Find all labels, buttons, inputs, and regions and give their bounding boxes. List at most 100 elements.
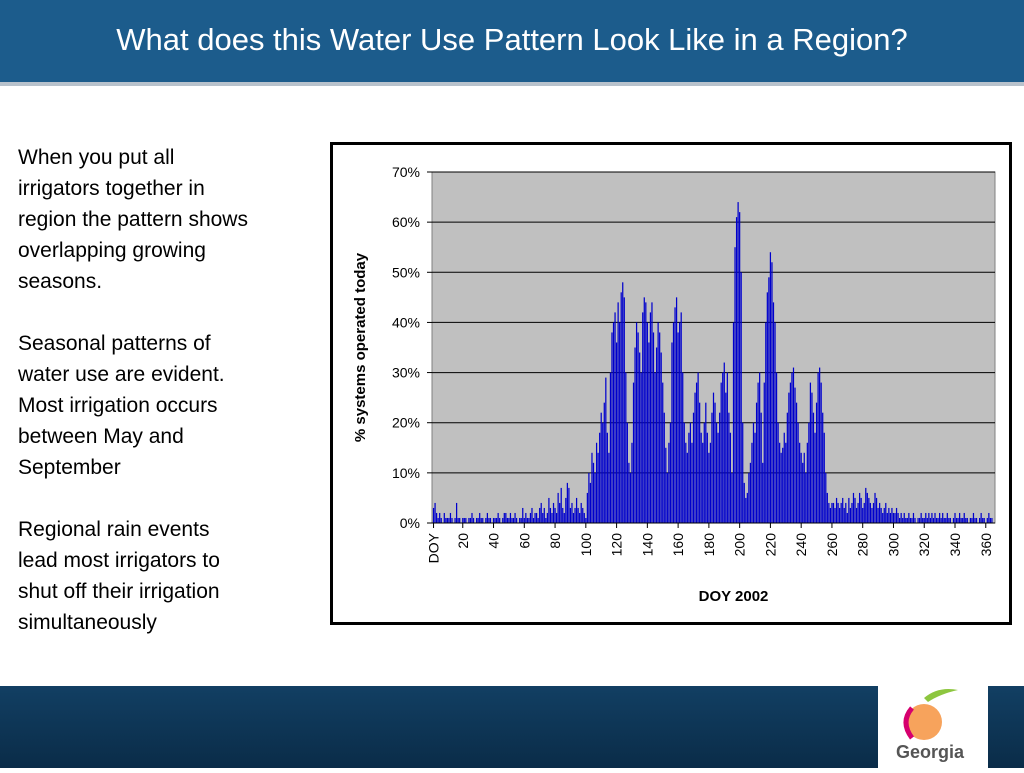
bar xyxy=(695,382,698,523)
bar xyxy=(794,387,796,523)
bar xyxy=(831,502,833,523)
bar xyxy=(845,502,847,523)
bar xyxy=(894,512,896,523)
bar xyxy=(877,507,879,523)
bar xyxy=(786,412,788,523)
bar xyxy=(935,517,938,523)
bar xyxy=(462,517,464,523)
bar xyxy=(886,512,888,523)
bar xyxy=(805,472,807,523)
bar xyxy=(579,512,581,523)
bar xyxy=(694,392,696,523)
bar xyxy=(585,517,587,523)
bar xyxy=(883,507,885,523)
logo-leaf xyxy=(924,689,958,702)
bar xyxy=(897,512,899,523)
bar xyxy=(643,297,645,523)
bar xyxy=(652,332,655,523)
bar xyxy=(988,512,990,523)
bar xyxy=(649,312,652,523)
bar xyxy=(874,492,876,523)
bar xyxy=(765,322,767,523)
bar xyxy=(840,502,842,523)
y-tick-label: 50% xyxy=(392,264,420,280)
bar xyxy=(605,377,607,523)
bar xyxy=(755,402,758,523)
x-tick-label: 80 xyxy=(547,533,563,549)
bar xyxy=(735,217,738,523)
bar xyxy=(580,502,582,523)
logo-text: Georgia xyxy=(896,742,965,762)
text-line: shut off their irrigation xyxy=(18,580,220,603)
bar xyxy=(788,392,790,523)
chart: 0% 10% 20% 30% 40% 50% 60% 70% DOY 20 40 60 80 100 120… xyxy=(352,164,996,605)
bar xyxy=(842,497,844,523)
bar xyxy=(979,517,981,523)
bar xyxy=(868,497,870,523)
bar xyxy=(855,507,858,523)
bar xyxy=(508,517,510,523)
bar xyxy=(954,512,956,523)
bar xyxy=(708,452,710,523)
text-line: When you put all xyxy=(18,146,175,169)
bar xyxy=(891,507,893,523)
bar xyxy=(620,292,622,523)
bar xyxy=(637,332,639,523)
bar xyxy=(959,512,961,523)
slide-title: What does this Water Use Pattern Look Li… xyxy=(116,22,908,57)
bar xyxy=(519,517,521,523)
bar xyxy=(777,422,779,523)
bar xyxy=(974,517,976,523)
text-line: lead most irrigators to xyxy=(18,549,220,572)
bar xyxy=(751,442,753,523)
bar xyxy=(972,512,975,523)
bar xyxy=(919,517,921,523)
bar xyxy=(546,512,548,523)
y-tick-label: 20% xyxy=(392,415,420,431)
bar xyxy=(860,497,862,523)
bar xyxy=(583,512,585,523)
logo: Georgia xyxy=(878,686,988,768)
bar xyxy=(651,302,653,523)
bar xyxy=(689,422,692,523)
bar xyxy=(722,372,724,523)
bar xyxy=(632,382,635,523)
bar xyxy=(549,507,552,523)
bar xyxy=(969,517,972,523)
bar xyxy=(674,307,676,523)
bar xyxy=(942,512,944,523)
y-tick-label: 60% xyxy=(392,214,420,230)
bar xyxy=(505,512,507,523)
bar xyxy=(837,502,839,523)
bar xyxy=(454,517,456,523)
bar xyxy=(912,512,915,523)
bar xyxy=(568,487,570,523)
bar xyxy=(797,422,799,523)
bar xyxy=(815,402,818,523)
bar xyxy=(588,472,590,523)
bar xyxy=(889,512,892,523)
x-tick-label: 320 xyxy=(916,533,932,557)
bar xyxy=(808,422,810,523)
x-tick-label: 180 xyxy=(701,533,717,557)
logo-swoosh xyxy=(903,706,915,740)
text-line: irrigators together in xyxy=(18,177,205,200)
bar xyxy=(602,422,604,523)
bar xyxy=(548,497,550,523)
bar xyxy=(772,302,775,523)
bar xyxy=(648,342,650,523)
bar xyxy=(465,517,467,523)
bar xyxy=(542,512,544,523)
bar xyxy=(472,517,475,523)
bar xyxy=(866,492,868,523)
bar xyxy=(609,372,612,523)
bar xyxy=(551,512,553,523)
x-tick-label: 340 xyxy=(947,533,963,557)
bar xyxy=(445,517,447,523)
bar xyxy=(923,517,925,523)
bar xyxy=(571,502,573,523)
bar xyxy=(899,517,901,523)
bar xyxy=(720,382,722,523)
bar xyxy=(759,372,761,523)
bar xyxy=(902,517,904,523)
